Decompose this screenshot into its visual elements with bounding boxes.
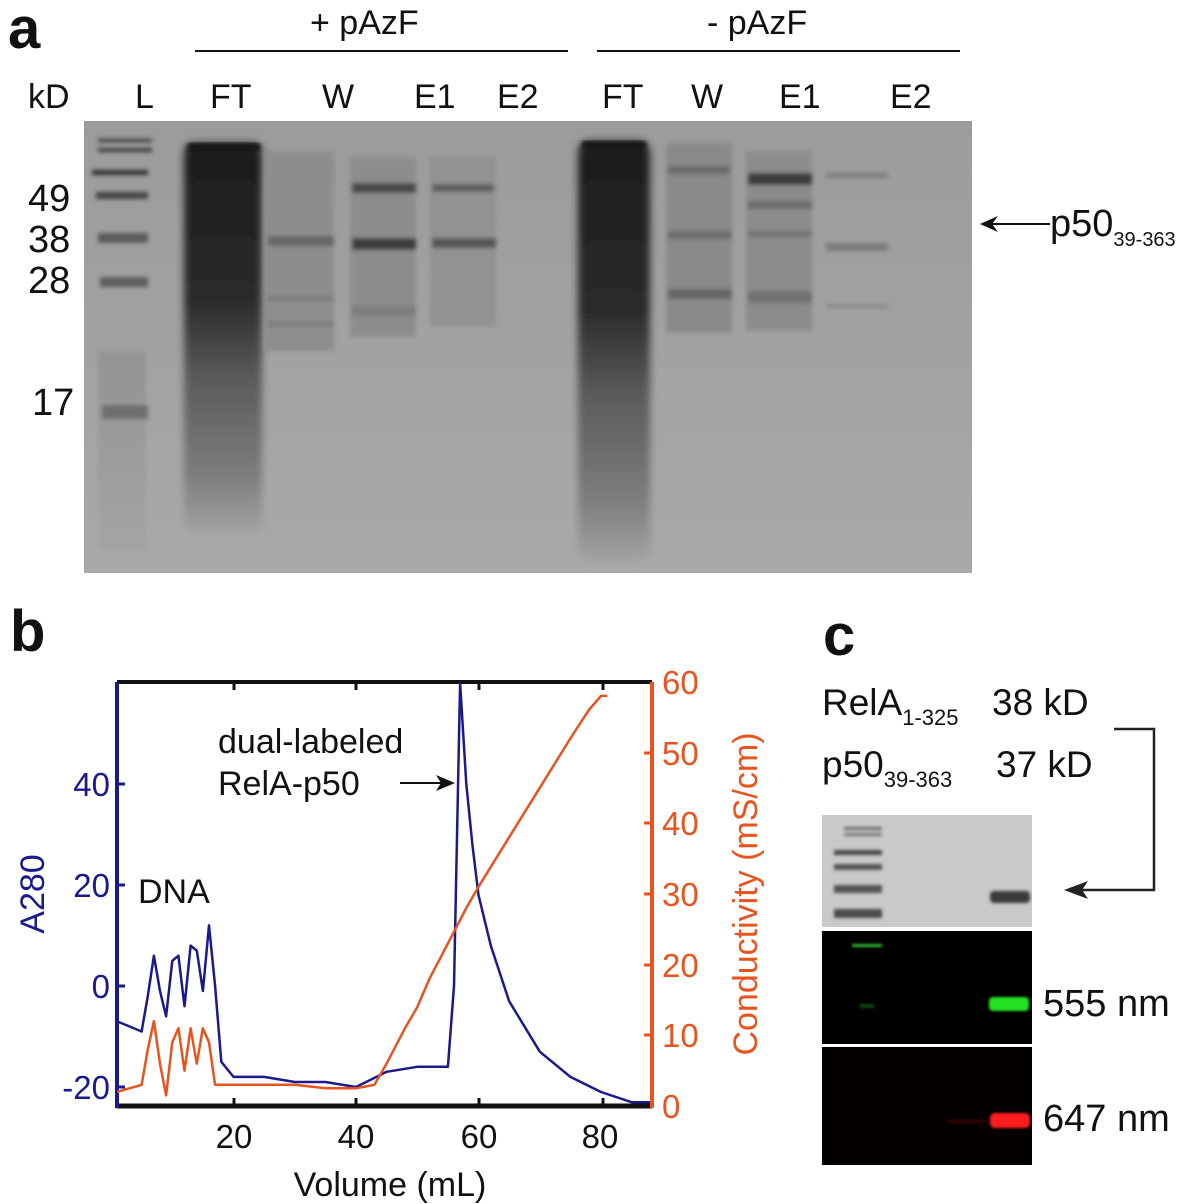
x-axis-title: Volume (mL) bbox=[294, 1166, 487, 1204]
p50-label-main: p50 bbox=[1050, 203, 1114, 245]
y-axis-title: A280 bbox=[14, 854, 52, 933]
a280-line bbox=[116, 681, 650, 1104]
marker-label-17: 17 bbox=[32, 382, 75, 424]
chromatogram-chart: 20 40 60 80 40 20 0 -20 0 10 20 30 40 50… bbox=[14, 664, 765, 1204]
lane-label-e2-plus: E2 bbox=[497, 78, 539, 116]
lane-label-e2-minus: E2 bbox=[890, 78, 932, 116]
p50-label-subscript: 39-363 bbox=[1113, 229, 1176, 251]
lane-label-e1-plus: E1 bbox=[414, 78, 456, 116]
rela-label: RelA1-325 bbox=[822, 684, 958, 729]
y-tick-0: 0 bbox=[92, 968, 110, 1005]
y-tick-20: 20 bbox=[73, 867, 110, 904]
x-tick-20: 20 bbox=[216, 1118, 253, 1155]
p50-c-label-subscript: 39-363 bbox=[883, 767, 953, 792]
unit-label-kd: kD bbox=[28, 78, 70, 116]
group-label-plus-pazf: + pAzF bbox=[310, 4, 419, 42]
lane-label-ft-plus: FT bbox=[210, 78, 252, 116]
arrow-right-icon bbox=[400, 775, 455, 791]
annotation-dna: DNA bbox=[138, 873, 210, 911]
marker-label-38: 38 bbox=[28, 219, 71, 261]
panel-c-letter: c bbox=[823, 603, 856, 668]
y2-tick-10: 10 bbox=[662, 1017, 699, 1054]
y2-tick-60: 60 bbox=[662, 664, 699, 701]
lane-label-ft-minus: FT bbox=[602, 78, 644, 116]
rela-label-subscript: 1-325 bbox=[902, 705, 959, 730]
coomassie-gel-image bbox=[822, 815, 1032, 927]
marker-label-28: 28 bbox=[28, 260, 71, 302]
group-bracket-plus bbox=[195, 50, 568, 52]
group-label-minus-pazf: - pAzF bbox=[707, 4, 808, 42]
x-tick-60: 60 bbox=[461, 1118, 498, 1155]
conductivity-line bbox=[116, 694, 608, 1097]
rela-label-main: RelA bbox=[822, 682, 903, 723]
p50-c-label-main: p50 bbox=[822, 744, 884, 785]
y2-axis-title: Conductivity (mS/cm) bbox=[727, 732, 765, 1055]
p50-label: p5039-363 bbox=[822, 746, 952, 791]
y2-tick-40: 40 bbox=[662, 805, 699, 842]
annotation-peak-line2: RelA-p50 bbox=[218, 765, 360, 803]
lane-label-e1-minus: E1 bbox=[779, 78, 821, 116]
marker-label-49: 49 bbox=[28, 178, 71, 220]
y2-tick-30: 30 bbox=[662, 876, 699, 913]
annotation-peak-line1: dual-labeled bbox=[218, 723, 403, 761]
panel-a-letter: a bbox=[8, 0, 41, 61]
y-tick-neg20: -20 bbox=[62, 1069, 110, 1106]
fluorescence-647nm-image bbox=[822, 1047, 1032, 1165]
rela-mw: 38 kD bbox=[992, 682, 1089, 723]
y-tick-40: 40 bbox=[73, 766, 110, 803]
group-bracket-minus bbox=[597, 50, 960, 52]
fluorescence-555nm-image bbox=[822, 931, 1032, 1044]
arrow-left-icon bbox=[980, 216, 1050, 232]
x-tick-80: 80 bbox=[582, 1118, 619, 1155]
bracket-arrow-icon bbox=[1064, 727, 1156, 899]
lane-label-ladder: L bbox=[135, 78, 154, 116]
x-tick-40: 40 bbox=[338, 1118, 375, 1155]
y2-tick-50: 50 bbox=[662, 735, 699, 772]
lane-label-w-plus: W bbox=[322, 78, 355, 116]
y2-tick-20: 20 bbox=[662, 947, 699, 984]
p50-arrow-label: p5039-363 bbox=[1050, 205, 1176, 250]
panel-b-letter: b bbox=[10, 599, 46, 664]
label-555nm: 555 nm bbox=[1043, 983, 1170, 1025]
label-647nm: 647 nm bbox=[1043, 1098, 1170, 1140]
y2-tick-0: 0 bbox=[662, 1088, 680, 1125]
lane-label-w-minus: W bbox=[691, 78, 724, 116]
sds-page-gel-image bbox=[84, 121, 972, 573]
p50-mw: 37 kD bbox=[996, 744, 1093, 785]
